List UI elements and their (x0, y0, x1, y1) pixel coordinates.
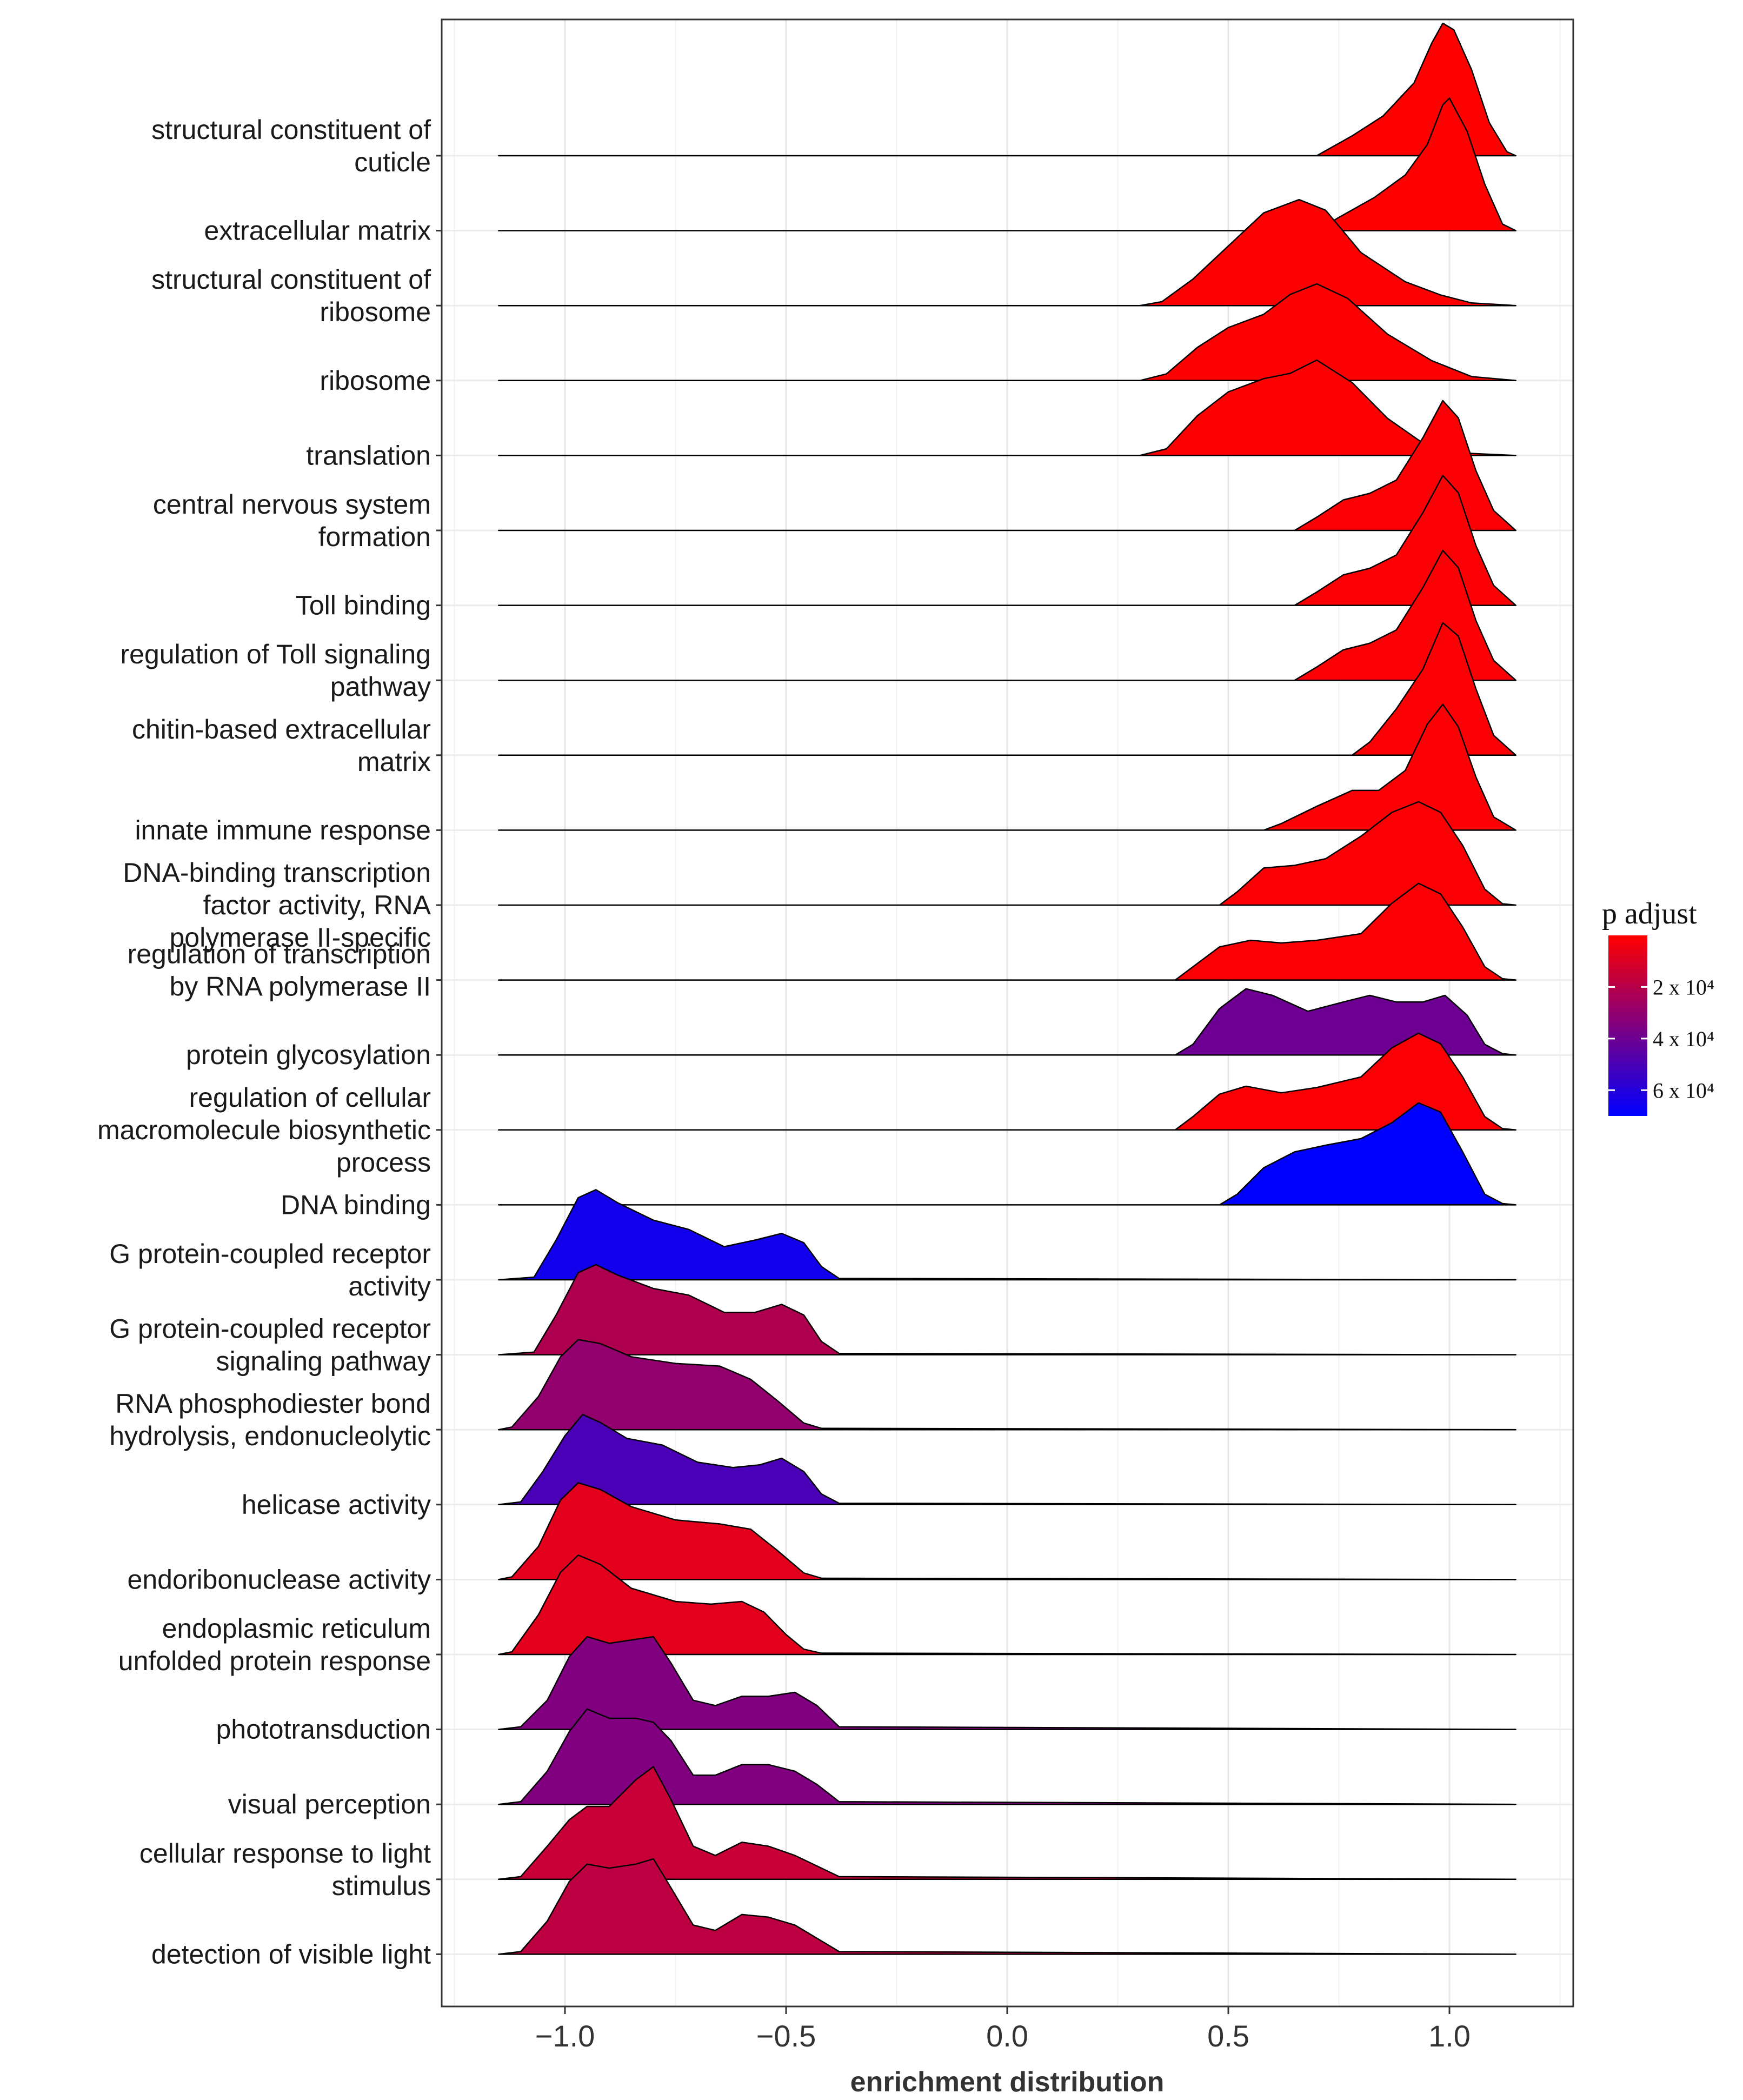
ridge-density (498, 1102, 1516, 1206)
ridge-density (498, 1413, 1516, 1506)
x-tick-label: −0.5 (756, 2019, 816, 2053)
legend-tick-label: 2 x 10⁴ (1653, 975, 1714, 999)
ridge-density (498, 1482, 1516, 1580)
legend-title: p adjust (1602, 897, 1697, 931)
ridge-density (498, 1636, 1516, 1730)
color-legend: p adjust 2 x 10⁴ 4 x 10⁴ 6 x 10⁴ (1602, 897, 1714, 1116)
ridge-density (498, 475, 1516, 606)
y-axis-label: polymerase II-specific (170, 922, 431, 953)
x-tick-label: 1.0 (1428, 2019, 1471, 2053)
ridges (498, 22, 1516, 1955)
y-axis-label: detection of visible light (151, 1939, 431, 1969)
ridge-density (498, 1189, 1516, 1281)
y-axis-label: translation (306, 440, 431, 470)
x-tick-label: 0.5 (1207, 2019, 1249, 2053)
y-axis-label: by RNA polymerase II (169, 972, 431, 1002)
y-axis-label: unfolded protein response (118, 1646, 431, 1676)
y-axis-label: G protein-coupled receptor (109, 1239, 431, 1269)
y-axis-label: stimulus (332, 1871, 431, 1901)
y-axis-label: ribosome (320, 365, 431, 396)
legend-color-bar (1608, 935, 1647, 1116)
y-axis-label: DNA binding (281, 1189, 431, 1220)
y-axis-label: chitin-based extracellular (132, 714, 431, 745)
ridge-density (498, 1766, 1516, 1880)
y-axis-label: phototransduction (216, 1714, 431, 1745)
y-axis-label: DNA-binding transcription (123, 858, 431, 888)
y-axis-label: activity (348, 1271, 431, 1301)
ridge-density (498, 22, 1516, 157)
y-axis-label: formation (318, 522, 431, 552)
y-axis-label: factor activity, RNA (203, 890, 431, 920)
y-axis-label: innate immune response (135, 815, 431, 845)
x-tick-label: 0.0 (986, 2019, 1028, 2053)
y-axis-label: signaling pathway (216, 1346, 431, 1377)
y-axis-label: Toll binding (296, 590, 431, 621)
ridge-density (498, 622, 1516, 756)
ridge-density (498, 283, 1516, 382)
y-axis-label: central nervous system (153, 489, 431, 520)
y-axis-label: cellular response to light (139, 1838, 431, 1869)
y-axis-label: protein glycosylation (186, 1040, 431, 1070)
y-axis-label: structural constituent of (151, 264, 431, 295)
ridge-density (498, 882, 1516, 981)
ridge-density (498, 1554, 1516, 1656)
ridge-density (498, 1708, 1516, 1805)
ridge-density (498, 1264, 1516, 1355)
x-axis-title: enrichment distribution (850, 2066, 1165, 2098)
y-axis-label: process (336, 1147, 431, 1178)
y-axis-label: matrix (357, 747, 431, 777)
y-axis-label: structural constituent of (151, 115, 431, 145)
y-axis-label: pathway (330, 672, 431, 702)
y-axis-label: RNA phosphodiester bond (115, 1388, 431, 1419)
y-axis-label: regulation of Toll signaling (121, 639, 431, 669)
ridge-density (498, 549, 1516, 681)
y-axis-label: cuticle (354, 147, 431, 177)
ridge-density (498, 1858, 1516, 1955)
ridge-density (498, 198, 1516, 307)
x-axis: −1.0 −0.5 0.0 0.5 1.0 (535, 2006, 1471, 2053)
y-axis-label: regulation of transcription (128, 939, 431, 969)
y-axis-label: macromolecule biosynthetic (97, 1115, 431, 1145)
ridge-density (498, 97, 1516, 231)
legend-tick-label: 6 x 10⁴ (1653, 1078, 1714, 1102)
y-axis-label: helicase activity (242, 1490, 431, 1520)
ridge-density (498, 400, 1516, 531)
legend-tick-label: 4 x 10⁴ (1653, 1027, 1714, 1051)
ridge-density (498, 1032, 1516, 1131)
y-axis-label: endoplasmic reticulum (162, 1613, 431, 1644)
y-axis-label: hydrolysis, endonucleolytic (109, 1421, 431, 1451)
y-axis-label: extracellular matrix (204, 216, 431, 246)
ridge-density (498, 801, 1516, 906)
y-axis-label: ribosome (320, 297, 431, 327)
y-axis-label: visual perception (228, 1789, 431, 1819)
y-axis-label: G protein-coupled receptor (109, 1314, 431, 1344)
x-tick-label: −1.0 (535, 2019, 595, 2053)
ridge-density (498, 988, 1516, 1056)
y-axis-label: endoribonuclease activity (128, 1564, 431, 1594)
ridge-density (498, 1339, 1516, 1431)
y-axis-label: regulation of cellular (189, 1082, 431, 1113)
y-axis-labels: structural constituent ofcuticleextracel… (97, 115, 442, 1969)
